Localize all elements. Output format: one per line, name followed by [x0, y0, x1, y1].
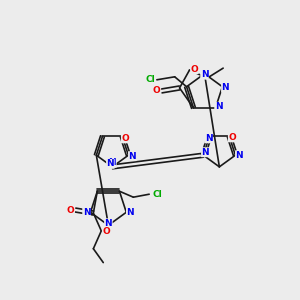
- Text: O: O: [228, 133, 236, 142]
- Text: N: N: [109, 158, 116, 167]
- Text: N: N: [126, 208, 134, 217]
- Text: N: N: [83, 208, 90, 217]
- Text: O: O: [121, 134, 129, 143]
- Text: N: N: [201, 70, 208, 79]
- Text: N: N: [205, 134, 212, 143]
- Text: N: N: [215, 102, 222, 111]
- Text: O: O: [67, 206, 74, 214]
- Text: O: O: [190, 64, 198, 74]
- Text: N: N: [202, 148, 209, 157]
- Text: Cl: Cl: [152, 190, 162, 199]
- Text: O: O: [102, 227, 110, 236]
- Text: N: N: [222, 83, 229, 92]
- Text: N: N: [106, 159, 114, 168]
- Text: N: N: [105, 219, 112, 228]
- Text: O: O: [153, 86, 160, 95]
- Text: N: N: [236, 151, 243, 160]
- Text: Cl: Cl: [145, 75, 155, 84]
- Text: N: N: [128, 152, 136, 161]
